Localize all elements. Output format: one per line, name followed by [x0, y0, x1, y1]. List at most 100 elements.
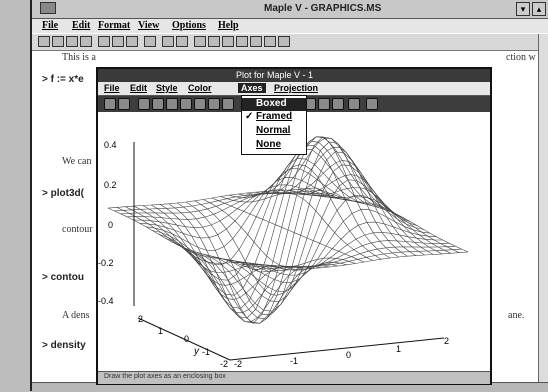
style-icon[interactable]: [264, 36, 276, 47]
z-tick-label: 0.4: [104, 140, 117, 150]
mesh-line: [177, 202, 330, 324]
style-patch-icon[interactable]: [104, 98, 116, 110]
y-axis-label: y: [193, 346, 200, 357]
plot-status-text: Draw the plot axes as an enclosing box: [104, 373, 226, 380]
format-icon[interactable]: [222, 36, 234, 47]
maximize-icon[interactable]: ▴: [532, 2, 546, 16]
axes-framed-icon[interactable]: [208, 98, 220, 110]
x-axis-line: [229, 337, 445, 361]
main-toolbar: [32, 34, 548, 51]
worksheet-command-line[interactable]: > plot3d(: [42, 188, 84, 199]
minimize-icon[interactable]: ▾: [516, 2, 530, 16]
worksheet[interactable]: This is a ction w > f := x*e We can > pl…: [42, 52, 548, 382]
open-icon[interactable]: [52, 36, 64, 47]
execute-icon[interactable]: [176, 36, 188, 47]
z-tick-label: 0.2: [104, 180, 117, 190]
axes-normal-icon[interactable]: [222, 98, 234, 110]
check-icon: ✓: [245, 111, 254, 122]
mesh-line: [133, 205, 287, 273]
copy-icon[interactable]: [112, 36, 124, 47]
main-menubar: File Edit Format View Options Help: [32, 19, 548, 33]
plot-menu-color[interactable]: Color: [188, 83, 212, 93]
paste-icon[interactable]: [126, 36, 138, 47]
z-tick-label: -0.4: [98, 296, 114, 306]
cut-icon[interactable]: [98, 36, 110, 47]
plot-statusbar: Draw the plot axes as an enclosing box: [98, 371, 490, 384]
style-line-icon[interactable]: [180, 98, 192, 110]
x-tick-label: -2: [234, 359, 242, 369]
scaling-unconstrained-icon[interactable]: [318, 98, 330, 110]
mesh-line: [237, 144, 391, 259]
menu-edit[interactable]: Edit: [72, 20, 91, 31]
x-tick-label: 0: [346, 350, 351, 360]
style-wireframe-icon[interactable]: [118, 98, 130, 110]
main-titlebar[interactable]: Maple V - GRAPHICS.MS ▾ ▴: [32, 0, 548, 19]
mesh-line: [289, 187, 443, 255]
y-tick-label: 1: [158, 326, 163, 336]
plot-titlebar[interactable]: Plot for Maple V - 1: [98, 69, 490, 82]
text-mode-icon[interactable]: [194, 36, 206, 47]
plot-menubar: File Edit Style Color Axes Projection: [98, 82, 490, 96]
subsection-icon[interactable]: [250, 36, 262, 47]
z-tick-label: 0: [108, 220, 113, 230]
x-tick-label: -1: [290, 356, 298, 366]
mesh-line: [203, 199, 356, 267]
main-window-title: Maple V - GRAPHICS.MS: [264, 3, 382, 14]
axes-option-label: Normal: [256, 125, 291, 136]
x-tick-label: 2: [444, 336, 449, 346]
axes-option-boxed[interactable]: Boxed: [242, 98, 306, 111]
mesh-line: [142, 205, 295, 286]
menu-file[interactable]: File: [42, 20, 59, 31]
section-icon[interactable]: [236, 36, 248, 47]
plot-menu-axes[interactable]: Axes: [238, 83, 266, 93]
axes-option-normal[interactable]: Normal: [242, 125, 306, 138]
mesh-line: [298, 189, 451, 254]
mesh-line: [281, 174, 434, 255]
vertical-scrollbar[interactable]: [538, 34, 548, 382]
new-icon[interactable]: [38, 36, 50, 47]
plot-menu-projection[interactable]: Projection: [274, 83, 319, 93]
style-contour-icon[interactable]: [138, 98, 150, 110]
mesh-line: [263, 146, 417, 256]
print-plot-icon[interactable]: [348, 98, 360, 110]
y-axis-line: [137, 317, 231, 361]
plot-menu-style[interactable]: Style: [156, 83, 178, 93]
mesh-line: [220, 193, 373, 261]
plot-menu-edit[interactable]: Edit: [130, 83, 147, 93]
mesh-line: [211, 197, 365, 263]
mesh-line: [246, 136, 399, 258]
axes-option-none[interactable]: None: [242, 139, 306, 152]
y-tick-label: -2: [220, 359, 228, 369]
mesh-line: [194, 200, 347, 296]
worksheet-command-line[interactable]: > f := x*e: [42, 74, 84, 85]
redraw-icon[interactable]: [332, 98, 344, 110]
menu-view[interactable]: View: [138, 20, 160, 31]
plot-menu-file[interactable]: File: [104, 83, 120, 93]
axes-boxed-icon[interactable]: [194, 98, 206, 110]
axes-option-framed[interactable]: ✓ Framed: [242, 111, 306, 124]
print-icon[interactable]: [80, 36, 92, 47]
worksheet-command-line[interactable]: > density: [42, 340, 86, 351]
save-icon[interactable]: [66, 36, 78, 47]
insert-prompt-icon[interactable]: [162, 36, 174, 47]
worksheet-text-tail: ane.: [508, 310, 525, 321]
menu-help[interactable]: Help: [218, 20, 239, 31]
style-hidden-icon[interactable]: [152, 98, 164, 110]
worksheet-text-line: This is a: [62, 52, 96, 63]
mesh-line: [116, 207, 269, 272]
style-point-icon[interactable]: [166, 98, 178, 110]
menu-options[interactable]: Options: [172, 20, 206, 31]
worksheet-command-line[interactable]: > contou: [42, 272, 84, 283]
stop-icon[interactable]: [278, 36, 290, 47]
surface-mesh: [107, 136, 469, 324]
undo-icon[interactable]: [144, 36, 156, 47]
menu-format[interactable]: Format: [98, 20, 131, 31]
z-tick-label: -0.2: [98, 258, 114, 268]
mesh-line: [168, 203, 321, 323]
surface-plot[interactable]: 0.4 0.2 0 -0.2 -0.4 2 1 0 -1 -2 y -2 -1 …: [98, 112, 490, 370]
math-mode-icon[interactable]: [208, 36, 220, 47]
system-menu-icon[interactable]: [40, 2, 56, 14]
y-tick-label: 2: [138, 314, 143, 324]
axes-option-label: Boxed: [256, 98, 287, 109]
copy-plot-icon[interactable]: [366, 98, 378, 110]
